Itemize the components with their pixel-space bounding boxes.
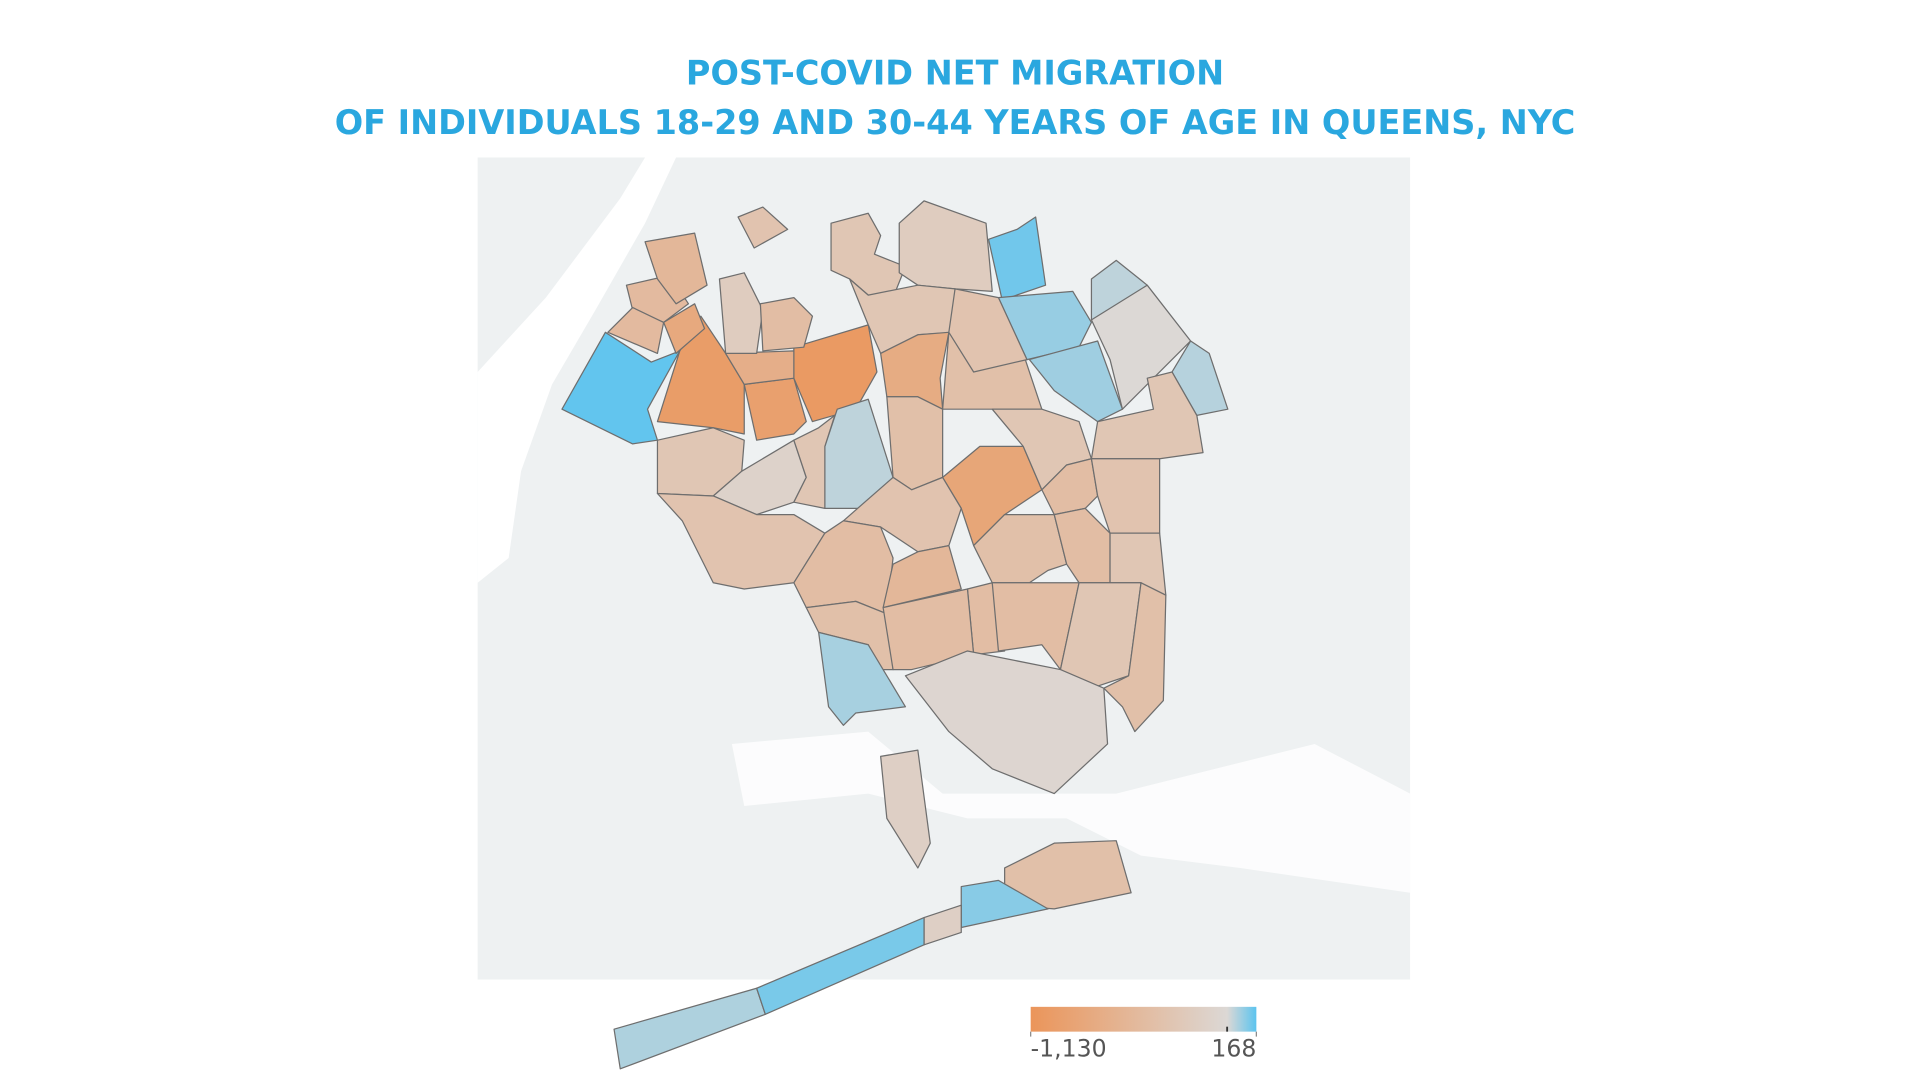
region bbox=[818, 631, 907, 726]
region bbox=[644, 232, 708, 305]
region bbox=[1103, 582, 1167, 733]
chart-title: POST-COVID NET MIGRATION bbox=[686, 53, 1224, 92]
region bbox=[718, 272, 764, 355]
regions bbox=[561, 200, 1229, 1070]
region bbox=[830, 212, 907, 299]
region bbox=[756, 916, 925, 1015]
legend-colorbar bbox=[1030, 1006, 1257, 1032]
region bbox=[737, 206, 789, 249]
region bbox=[793, 414, 836, 510]
region bbox=[613, 987, 766, 1070]
region bbox=[948, 288, 1028, 373]
region bbox=[886, 396, 944, 491]
region bbox=[880, 749, 931, 869]
region bbox=[904, 650, 1109, 795]
region bbox=[898, 200, 993, 293]
region bbox=[1028, 340, 1124, 423]
river bbox=[477, 157, 677, 583]
region bbox=[882, 544, 962, 609]
region bbox=[1090, 284, 1192, 410]
region bbox=[561, 331, 681, 445]
chart-subtitle: OF INDIVIDUALS 18-29 AND 30-44 YEARS OF … bbox=[335, 103, 1576, 142]
region bbox=[663, 303, 706, 355]
region bbox=[942, 445, 1043, 547]
region bbox=[987, 216, 1047, 301]
region bbox=[1171, 340, 1229, 417]
legend-label: 168 bbox=[1211, 1034, 1256, 1062]
region bbox=[759, 296, 814, 352]
region bbox=[725, 350, 795, 386]
legend-label: -1,130 bbox=[1031, 1034, 1107, 1062]
